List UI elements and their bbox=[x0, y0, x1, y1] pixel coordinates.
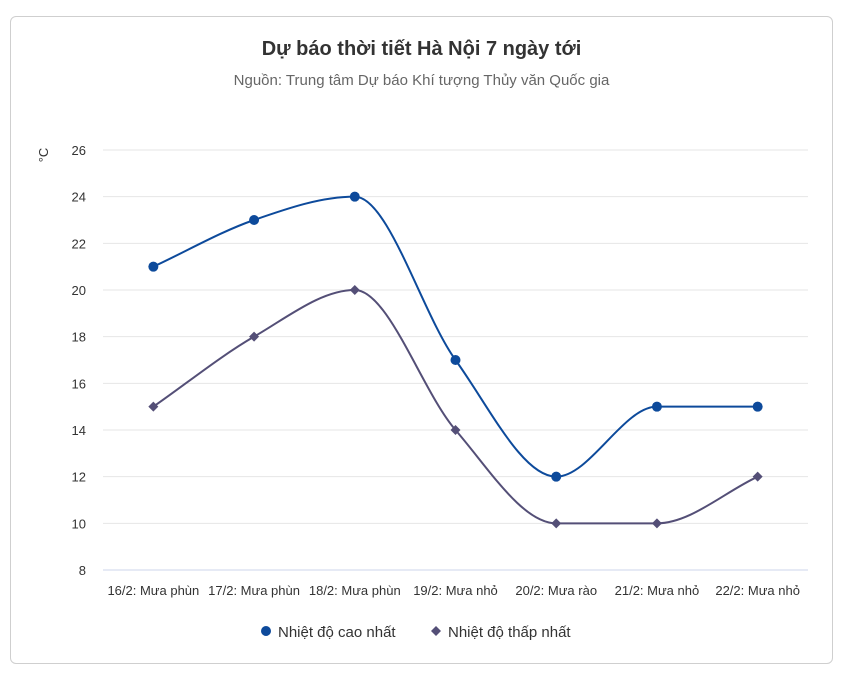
y-tick-label: 20 bbox=[72, 283, 86, 298]
chart-title: Dự báo thời tiết Hà Nội 7 ngày tới bbox=[261, 38, 582, 60]
data-point bbox=[249, 215, 260, 225]
chart-subtitle: Nguồn: Trung tâm Dự báo Khí tượng Thủy v… bbox=[233, 72, 610, 89]
x-tick-label: 21/2: Mưa nhỏ bbox=[615, 583, 700, 598]
data-point bbox=[551, 471, 562, 482]
legend-marker bbox=[431, 626, 441, 636]
y-tick-label: 22 bbox=[72, 236, 86, 251]
legend-label: Nhiệt độ cao nhất bbox=[278, 624, 396, 641]
series-low bbox=[148, 285, 763, 529]
data-point bbox=[752, 471, 763, 482]
data-point bbox=[752, 401, 763, 412]
series-group bbox=[148, 191, 763, 529]
y-tick-label: 24 bbox=[72, 190, 86, 205]
x-tick-label: 17/2: Mưa phùn bbox=[208, 583, 300, 598]
data-point bbox=[450, 355, 461, 365]
y-tick-label: 26 bbox=[72, 143, 86, 158]
y-tick-label: 14 bbox=[72, 423, 86, 438]
data-point bbox=[551, 518, 562, 529]
x-tick-label: 19/2: Mưa nhỏ bbox=[413, 583, 498, 598]
data-point bbox=[148, 401, 159, 412]
y-axis: 8 10 12 14 16 18 20 22 24 26 °C bbox=[36, 143, 86, 578]
x-tick-label: 20/2: Mưa rào bbox=[515, 583, 597, 598]
gridlines bbox=[103, 149, 808, 524]
data-point bbox=[651, 518, 662, 529]
chart-card bbox=[10, 16, 833, 664]
data-point bbox=[349, 191, 360, 202]
y-tick-label: 18 bbox=[72, 330, 86, 345]
x-tick-label: 22/2: Mưa nhỏ bbox=[715, 583, 800, 598]
legend-label: Nhiệt độ thấp nhất bbox=[448, 624, 571, 641]
y-axis-label: °C bbox=[36, 148, 51, 163]
legend-marker bbox=[261, 626, 271, 636]
data-point bbox=[450, 425, 461, 435]
y-tick-label: 12 bbox=[72, 470, 86, 485]
y-tick-label: 16 bbox=[72, 376, 86, 391]
data-point bbox=[249, 331, 260, 342]
x-axis: 16/2: Mưa phùn 17/2: Mưa phùn 18/2: Mưa ph… bbox=[103, 569, 808, 598]
legend-item[interactable]: Nhiệt độ thấp nhất bbox=[431, 624, 571, 641]
x-tick-label: 18/2: Mưa phùn bbox=[309, 583, 401, 598]
data-point bbox=[148, 261, 159, 272]
legend-item[interactable]: Nhiệt độ cao nhất bbox=[261, 624, 396, 641]
x-tick-label: 16/2: Mưa phùn bbox=[107, 583, 199, 598]
data-point bbox=[349, 285, 360, 295]
y-tick-label: 10 bbox=[72, 516, 86, 531]
series-high bbox=[148, 191, 763, 482]
legend: Nhiệt độ cao nhất Nhiệt độ thấp nhất bbox=[261, 624, 571, 641]
data-point bbox=[651, 401, 662, 412]
y-tick-label: 8 bbox=[79, 563, 86, 578]
